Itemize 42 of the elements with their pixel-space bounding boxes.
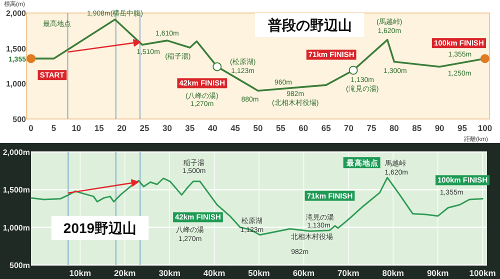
- x-tick-label: 20: [117, 123, 127, 133]
- y-tick-label: 500m: [10, 261, 30, 270]
- title: 2019野辺山: [51, 216, 149, 240]
- chart-title: 普段の野辺山: [267, 17, 352, 33]
- x-tick-label: 25: [140, 123, 150, 133]
- x-tick-label: 50: [253, 123, 263, 133]
- x-tick-label: 30: [162, 123, 172, 133]
- y-tick-label: 1,000m: [2, 223, 30, 232]
- x-tick-label: 5: [51, 123, 56, 133]
- x-tick-label: 85: [412, 123, 422, 133]
- x-tick-label: 65: [321, 123, 332, 133]
- x-tick-label: 60: [298, 123, 308, 133]
- x-tick-label: 10: [72, 123, 82, 133]
- x-tick-label: 0: [28, 123, 34, 133]
- title: 普段の野辺山: [255, 13, 364, 37]
- x-tick-label: 15: [94, 123, 104, 133]
- x-tick-label: 70: [344, 123, 354, 133]
- x-tick-label: 100: [478, 123, 492, 133]
- x-tick-label: 70km: [338, 268, 360, 278]
- y-tick-label: 500: [12, 115, 27, 124]
- x-tick-label: 60km: [292, 268, 316, 278]
- x-tick-label: 80: [389, 123, 400, 133]
- x-tick-label: 80km: [382, 268, 404, 278]
- x-tick-label: 50km: [248, 268, 270, 278]
- y-tick-label: 1,000: [6, 80, 27, 89]
- x-tick-label: 75: [366, 123, 376, 133]
- x-tick-label: 40: [208, 123, 218, 133]
- y-tick-label: 1,500: [6, 44, 27, 54]
- x-tick-label: 55: [276, 123, 286, 133]
- y-tick-label: 2,000m: [2, 148, 30, 157]
- x-tick-label: 30km: [158, 268, 181, 278]
- x-tick-label: 20km: [114, 268, 136, 278]
- y-tick-label: 1,500m: [2, 186, 30, 195]
- y-tick-label: 2,000: [6, 9, 27, 18]
- x-tick-label: 35: [185, 123, 195, 133]
- x-tick-label: 90km: [426, 268, 450, 278]
- x-tick-label: 45: [230, 123, 240, 133]
- x-tick-label: 90: [434, 123, 445, 133]
- x-tick-label: 10km: [69, 268, 92, 278]
- x-tick-label: 40km: [203, 268, 226, 278]
- x-tick-label: 95: [458, 123, 468, 133]
- x-tick-label: 100km: [469, 268, 496, 278]
